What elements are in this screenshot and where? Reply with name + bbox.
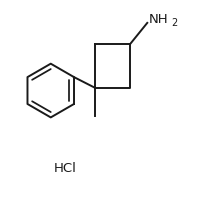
Text: 2: 2 — [171, 18, 177, 28]
Text: HCl: HCl — [54, 161, 77, 174]
Text: NH: NH — [148, 13, 168, 26]
